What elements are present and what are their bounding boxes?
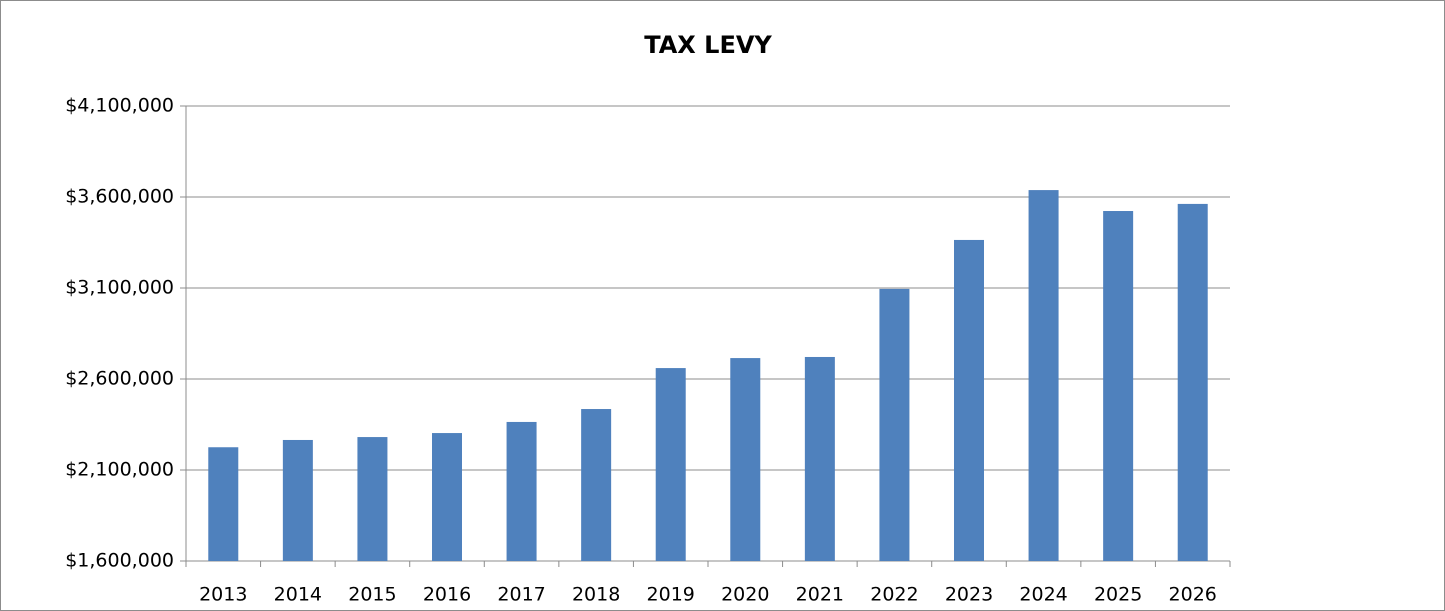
- bar: [282, 439, 313, 561]
- x-tick-label: 2026: [1169, 584, 1217, 606]
- x-tick-label: 2025: [1094, 584, 1142, 606]
- bar: [730, 358, 761, 561]
- x-tick-label: 2013: [199, 584, 247, 606]
- bar: [879, 288, 910, 561]
- x-tick-label: 2015: [348, 584, 396, 606]
- bar: [804, 356, 835, 561]
- x-tick-label: 2017: [497, 584, 545, 606]
- bar: [506, 421, 537, 561]
- y-tick-label: $3,100,000: [65, 277, 174, 299]
- x-tick-label: 2020: [721, 584, 769, 606]
- x-tick-label: 2014: [274, 584, 322, 606]
- x-tick-label: 2024: [1019, 584, 1067, 606]
- y-tick-label: $3,600,000: [65, 186, 174, 208]
- y-tick-label: $4,100,000: [65, 95, 174, 117]
- bar: [655, 368, 686, 561]
- x-tick-label: 2022: [870, 584, 918, 606]
- bar: [432, 433, 462, 561]
- bar: [208, 447, 239, 561]
- y-tick-label: $2,600,000: [65, 368, 174, 390]
- chart-title: TAX LEVY: [644, 31, 772, 59]
- bar: [1103, 211, 1134, 561]
- x-tick-label: 2016: [423, 584, 471, 606]
- x-tick-label: 2018: [572, 584, 620, 606]
- bar: [581, 409, 612, 561]
- bar: [954, 239, 984, 561]
- y-tick-label: $2,100,000: [65, 459, 174, 481]
- x-tick-label: 2021: [796, 584, 844, 606]
- bar: [1028, 190, 1059, 562]
- x-tick-label: 2023: [945, 584, 993, 606]
- bar: [357, 437, 388, 561]
- x-tick-label: 2019: [647, 584, 695, 606]
- y-tick-label: $1,600,000: [65, 550, 174, 572]
- bar: [1177, 203, 1208, 561]
